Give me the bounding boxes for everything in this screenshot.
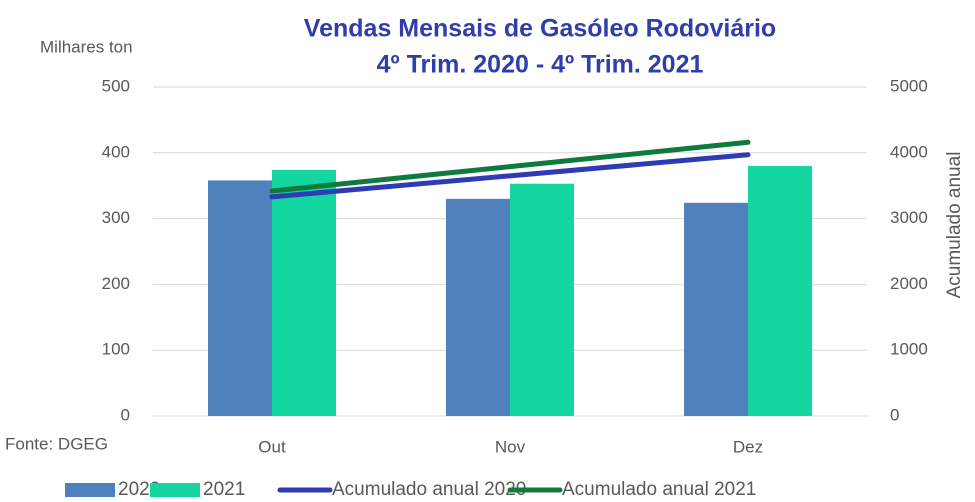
x-tick-label: Dez bbox=[733, 437, 763, 456]
legend-label: 2020 bbox=[118, 479, 160, 500]
y-tick-label: 100 bbox=[102, 340, 130, 359]
legend-label: Acumulado anual 2020 bbox=[332, 479, 526, 500]
legend-swatch bbox=[150, 483, 200, 497]
y2-axis-label: Acumulado anual bbox=[944, 152, 965, 299]
x-tick-label: Out bbox=[258, 437, 286, 456]
y2-tick-label: 2000 bbox=[890, 274, 928, 293]
bar bbox=[684, 202, 748, 416]
chart-subtitle: 4º Trim. 2020 - 4º Trim. 2021 bbox=[377, 51, 704, 79]
y-axis-label: Milhares ton bbox=[40, 37, 133, 56]
y-tick-label: 0 bbox=[121, 405, 130, 424]
bar bbox=[748, 165, 812, 416]
line-series bbox=[269, 152, 751, 200]
x-tick-label: Nov bbox=[495, 437, 526, 456]
bar bbox=[446, 198, 510, 416]
y2-tick-label: 4000 bbox=[890, 142, 928, 161]
y2-tick-label: 1000 bbox=[890, 340, 928, 359]
y2-tick-label: 0 bbox=[890, 405, 899, 424]
legend-label: 2021 bbox=[203, 479, 245, 500]
bar bbox=[510, 183, 574, 416]
bar bbox=[272, 169, 336, 416]
chart-title: Vendas Mensais de Gasóleo Rodoviário bbox=[304, 15, 776, 43]
y-tick-label: 500 bbox=[102, 76, 130, 95]
line-series bbox=[269, 139, 751, 194]
y2-tick-label: 5000 bbox=[890, 76, 928, 95]
y-tick-label: 400 bbox=[102, 142, 130, 161]
legend-label: Acumulado anual 2021 bbox=[562, 479, 756, 500]
y2-tick-label: 3000 bbox=[890, 208, 928, 227]
y-tick-label: 300 bbox=[102, 208, 130, 227]
legend-swatch bbox=[65, 483, 115, 497]
bar bbox=[208, 180, 272, 416]
y-tick-label: 200 bbox=[102, 274, 130, 293]
source-note: Fonte: DGEG bbox=[5, 434, 108, 453]
